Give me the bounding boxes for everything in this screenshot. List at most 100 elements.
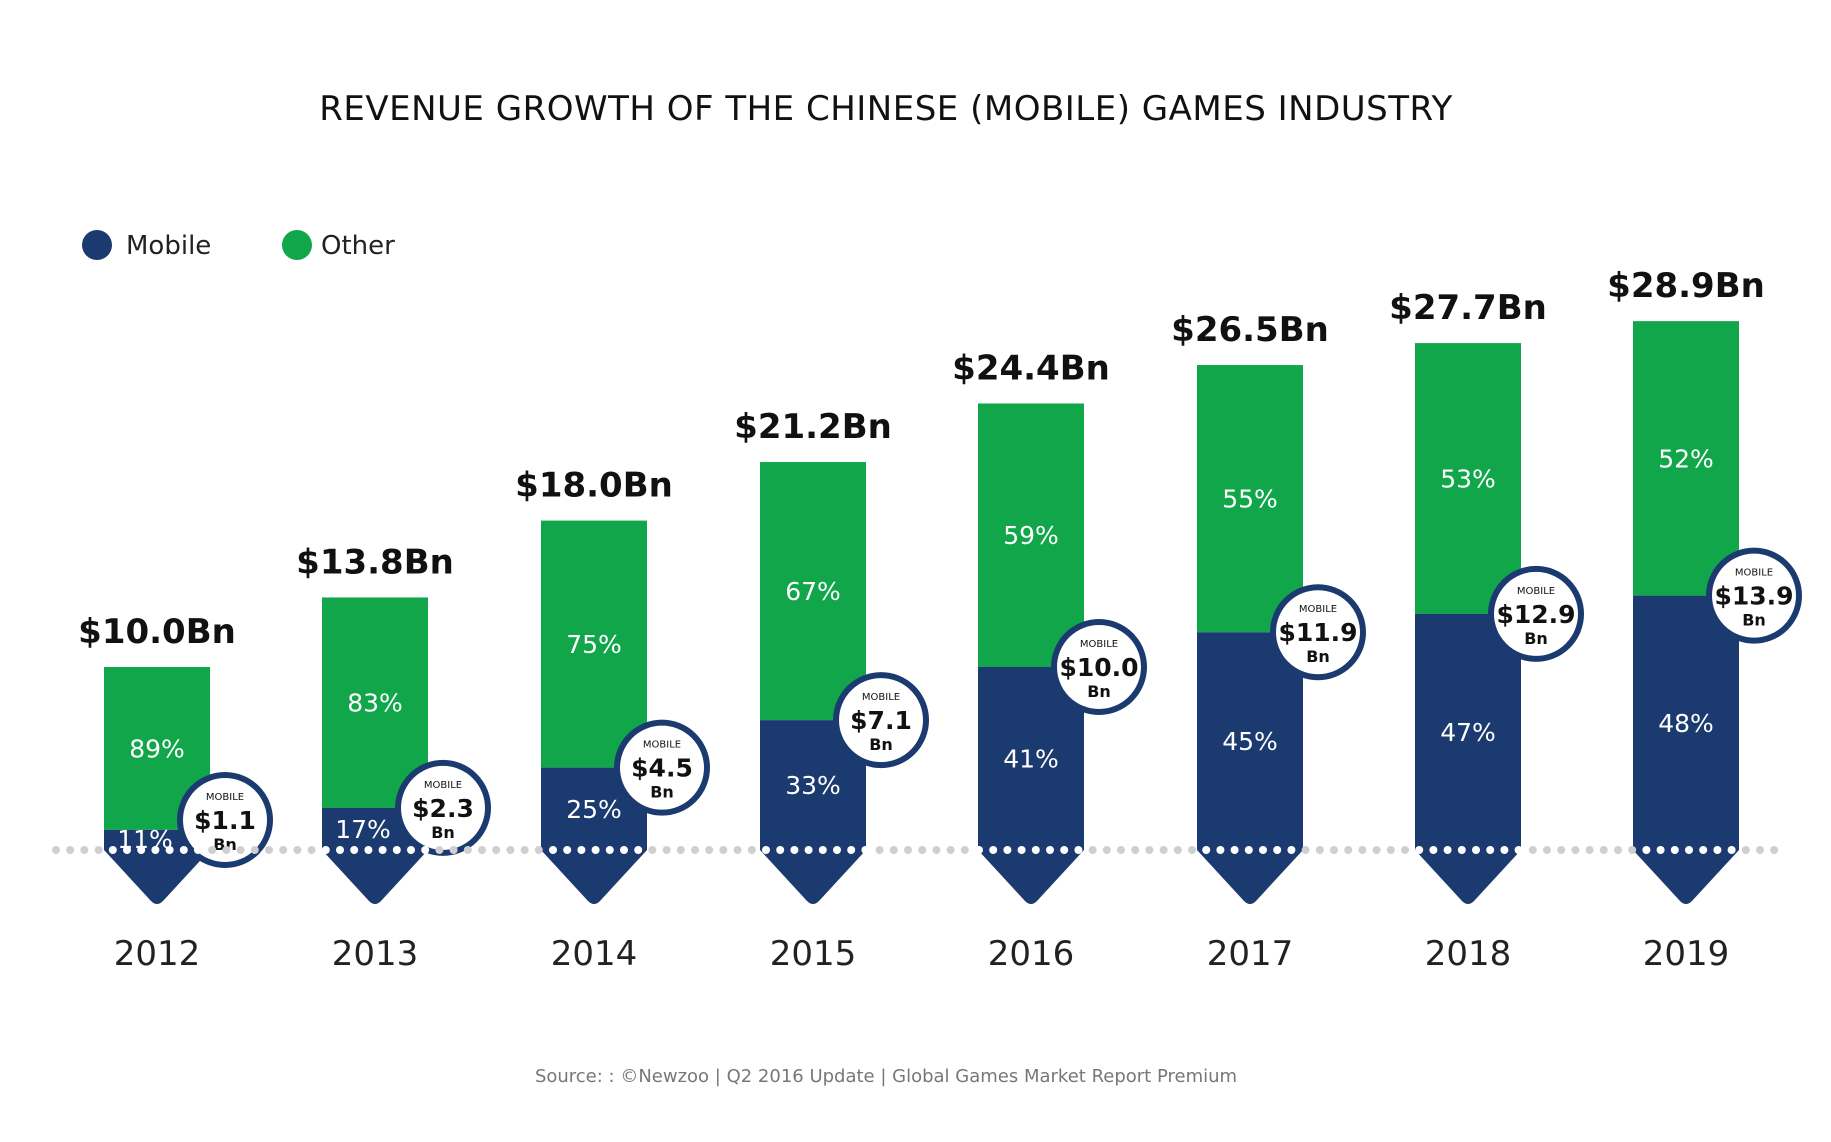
baseline-dot: [1514, 846, 1523, 854]
total-label-2016: $24.4Bn: [952, 348, 1110, 388]
baseline-dot: [1741, 846, 1750, 854]
baseline-dot: [1642, 846, 1651, 854]
baseline-dot: [648, 846, 657, 854]
baseline-dot: [66, 846, 75, 854]
badge-circle: [1270, 584, 1366, 681]
baseline-dot: [1046, 846, 1054, 854]
total-label-2017: $26.5Bn: [1171, 310, 1329, 350]
baseline-dot: [790, 846, 799, 854]
baseline-dot: [904, 846, 912, 854]
badge-caption: MOBILE: [1299, 604, 1337, 615]
year-label-2018: 2018: [1425, 934, 1512, 974]
baseline-dot: [236, 846, 245, 854]
pct-mobile-2019: 48%: [1658, 709, 1714, 738]
baseline-dot: [165, 846, 174, 854]
badge-value: $13.9: [1714, 582, 1793, 611]
badge-unit: Bn: [1524, 629, 1548, 648]
baseline-dot: [1685, 846, 1693, 854]
baseline-dot: [1543, 846, 1551, 854]
pct-mobile-2015: 33%: [785, 771, 841, 800]
bar-mobile-2019: [1633, 595, 1739, 904]
baseline-dot: [818, 846, 827, 854]
baseline-dot: [1571, 846, 1580, 854]
bar-mobile-2014: [541, 767, 647, 904]
baseline-dot: [1117, 846, 1125, 854]
baseline-dot: [747, 846, 756, 854]
baseline-dot: [478, 846, 486, 854]
badge-value: $12.9: [1496, 600, 1575, 629]
year-label-2017: 2017: [1207, 934, 1294, 974]
baseline-dot: [1699, 846, 1708, 854]
baseline-dot: [1088, 846, 1097, 854]
baseline-dot: [662, 846, 671, 854]
total-label-2015: $21.2Bn: [734, 407, 892, 447]
legend-label-mobile: Mobile: [126, 231, 211, 261]
baseline-dot: [1713, 846, 1722, 854]
mobile-badge-2013: MOBILE $2.3Bn: [395, 759, 491, 856]
baseline-dot: [861, 846, 870, 854]
baseline-dot: [1557, 846, 1566, 854]
baseline-dot: [1500, 846, 1509, 854]
total-label-2013: $13.8Bn: [296, 542, 454, 582]
baseline-dot: [691, 846, 699, 854]
pct-other-2018: 53%: [1440, 465, 1496, 494]
baseline-dot: [1060, 846, 1069, 854]
baseline-dot: [407, 846, 415, 854]
baseline-dot: [293, 846, 302, 854]
badge-unit: Bn: [431, 823, 455, 842]
mobile-badge-2015: MOBILE $7.1Bn: [833, 672, 929, 769]
baseline-dot: [1628, 846, 1637, 854]
baseline-dot: [762, 846, 770, 854]
baseline-dot: [449, 846, 458, 854]
source-note: Source: : ©Newzoo | Q2 2016 Update | Glo…: [535, 1066, 1237, 1087]
baseline-dot: [179, 846, 188, 854]
badge-caption: MOBILE: [862, 692, 900, 703]
baseline-dot: [549, 846, 557, 854]
baseline-dot: [108, 846, 117, 854]
badge-circle: [1706, 547, 1802, 644]
total-label-2014: $18.0Bn: [515, 466, 673, 506]
baseline-dot: [1244, 846, 1253, 854]
baseline-dot: [1017, 846, 1026, 854]
mobile-badge-2014: MOBILE $4.5Bn: [614, 719, 710, 816]
mobile-badge-2016: MOBILE $10.0Bn: [1051, 619, 1147, 715]
baseline-dot: [1003, 846, 1012, 854]
baseline-dot: [222, 846, 231, 854]
baseline-dot: [634, 846, 643, 854]
baseline-dot: [1344, 846, 1353, 854]
baseline-dot: [960, 846, 969, 854]
badge-value: $4.5: [631, 754, 693, 783]
baseline-dot: [435, 846, 444, 854]
baseline-dot: [1230, 846, 1239, 854]
baseline-dot: [1585, 846, 1594, 854]
baseline-dot: [620, 846, 628, 854]
chart-title: REVENUE GROWTH OF THE CHINESE (MOBILE) G…: [319, 89, 1452, 129]
badge-circle: [177, 772, 273, 868]
baseline-dot: [151, 846, 160, 854]
mobile-badge-2017: MOBILE $11.9Bn: [1270, 584, 1366, 681]
year-label-2013: 2013: [332, 934, 419, 974]
badge-value: $2.3: [412, 794, 474, 823]
badge-value: $7.1: [850, 706, 912, 735]
bar-other-2018: [1415, 343, 1521, 614]
baseline-dot: [1727, 846, 1736, 854]
mobile-badge-2019: MOBILE $13.9Bn: [1706, 547, 1802, 644]
baseline-dot: [776, 846, 785, 854]
baseline-dot: [1202, 846, 1211, 854]
baseline-dot: [378, 846, 387, 854]
badge-unit: Bn: [1306, 647, 1330, 666]
baseline-dot: [534, 846, 543, 854]
pct-mobile-2014: 25%: [566, 795, 622, 824]
baseline-dot: [875, 846, 884, 854]
baseline-dot: [94, 846, 103, 854]
baseline-dot: [605, 846, 614, 854]
baseline-dot: [123, 846, 131, 854]
baseline-dot: [279, 846, 288, 854]
baseline-dot: [804, 846, 813, 854]
pct-other-2013: 83%: [347, 689, 403, 718]
baseline-dot: [1074, 846, 1083, 854]
baseline-dot: [1415, 846, 1424, 854]
baseline-dot: [1330, 846, 1338, 854]
year-label-2014: 2014: [551, 934, 638, 974]
